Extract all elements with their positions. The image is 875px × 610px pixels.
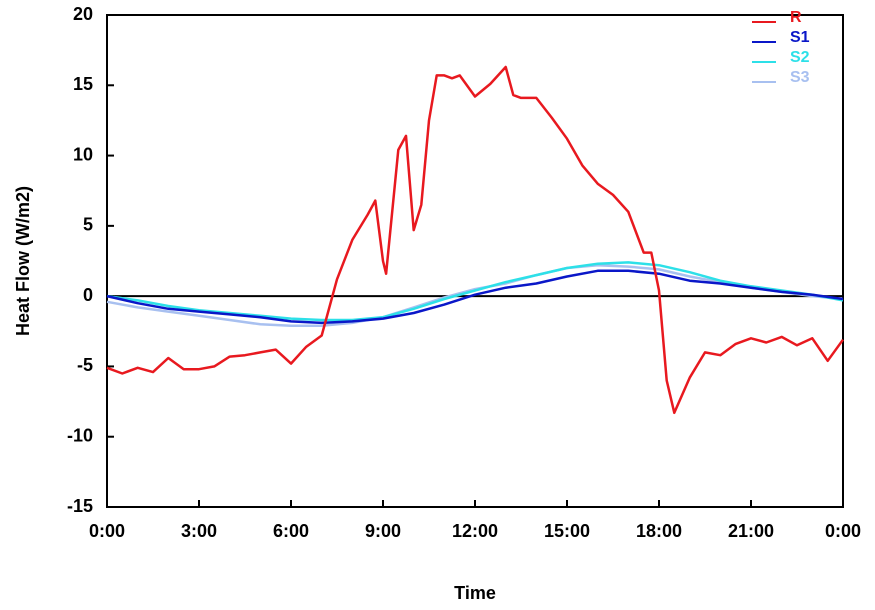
x-tick-label: 6:00 — [273, 521, 309, 541]
series-line — [106, 263, 844, 327]
x-tick-label: 9:00 — [365, 521, 401, 541]
series-line — [106, 65, 845, 415]
y-tick-label: 5 — [83, 215, 93, 235]
y-tick-label: 10 — [73, 144, 93, 164]
plot-frame — [106, 14, 844, 508]
legend-label: S3 — [790, 69, 810, 86]
x-tick-label: 12:00 — [452, 521, 498, 541]
legend-label: S2 — [790, 49, 810, 66]
x-tick-label: 3:00 — [181, 521, 217, 541]
x-tick-label: 15:00 — [544, 521, 590, 541]
y-tick-label: -10 — [67, 425, 93, 445]
x-axis-title: Time — [454, 583, 496, 603]
x-tick-label: 21:00 — [728, 521, 774, 541]
y-tick-label: -15 — [67, 496, 93, 516]
series-line — [106, 269, 844, 325]
y-tick-label: 0 — [83, 285, 93, 305]
series-line — [106, 261, 844, 322]
y-tick-label: 20 — [73, 4, 93, 24]
x-tick-label: 0:00 — [89, 521, 125, 541]
legend-label: R — [790, 9, 802, 26]
y-tick-label: -5 — [77, 355, 93, 375]
x-tick-label: 18:00 — [636, 521, 682, 541]
y-axis-title: Heat Flow (W/m2) — [13, 186, 33, 336]
y-tick-label: 15 — [73, 74, 93, 94]
x-tick-label: 0:00 — [825, 521, 861, 541]
legend-label: S1 — [790, 29, 810, 46]
